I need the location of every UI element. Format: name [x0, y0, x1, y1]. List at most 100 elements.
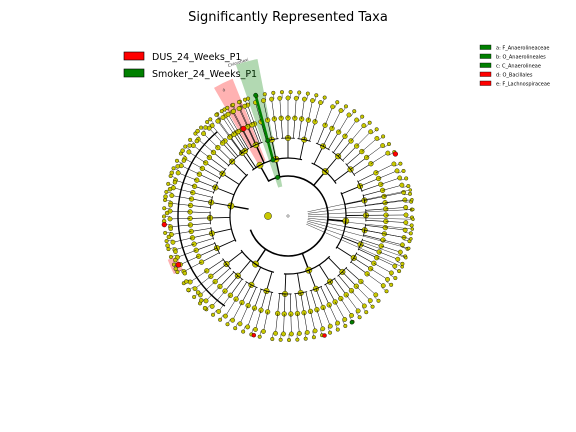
branch-genus-6: [255, 102, 262, 122]
branch-genus-84: [184, 158, 203, 169]
branch-family-32: [365, 220, 386, 222]
node-species-47: [343, 323, 348, 328]
branch-family-5: [254, 123, 262, 143]
spoke-east-8: [306, 223, 403, 268]
node-species-82: [171, 166, 176, 171]
branch-genus-69: [183, 261, 202, 272]
branch-family-39: [356, 253, 374, 264]
node-species-54: [287, 337, 292, 342]
node-genus-38: [392, 263, 398, 269]
branch-family-70: [198, 247, 218, 257]
legend-swatch-dus: [123, 51, 145, 61]
branch-genus-74: [171, 231, 192, 235]
node-species-26: [404, 176, 409, 181]
node-species-51: [311, 335, 316, 340]
node-fan-west-1: [199, 298, 204, 303]
node-phylum-center: [264, 212, 272, 220]
node-spoke-east-0: [408, 188, 412, 192]
node-genus-54: [289, 331, 294, 337]
node-red-sw: [251, 332, 257, 338]
branch-family-11: [293, 118, 296, 139]
branch-order-chloroflexi-2: [271, 139, 277, 160]
branch-family-72: [194, 238, 214, 245]
branch-genus-40: [370, 268, 388, 280]
node-family-92: [235, 128, 241, 135]
node-species-95: [242, 97, 247, 102]
node-genus-91: [220, 115, 226, 121]
node-family-60: [245, 302, 251, 309]
spoke-east-7: [306, 222, 406, 258]
spoke-east-2: [307, 209, 413, 216]
branch-order-clade-nw-1: [255, 144, 265, 164]
branch-genus-71: [177, 250, 197, 258]
branch-genus-20: [356, 131, 371, 147]
branch-family-52: [300, 292, 305, 313]
branch-family-74: [191, 227, 212, 232]
node-family-62: [233, 296, 239, 302]
branch-family-80: [192, 192, 213, 198]
node-genus-41: [380, 283, 386, 289]
key-swatch-a: [479, 44, 492, 50]
branch-genus-9: [279, 98, 282, 119]
branch-genus-23: [370, 152, 388, 164]
branch-genus-12: [301, 99, 305, 119]
branch-genus-11: [294, 98, 297, 119]
branch-family-87: [213, 152, 229, 166]
node-species-48: [335, 327, 340, 332]
branch-family-60: [247, 287, 257, 306]
branch-family-53: [295, 293, 298, 314]
class-arc-clade-nw: [255, 162, 265, 169]
branch-genus-85: [188, 151, 206, 164]
branch-genus-45: [346, 294, 359, 312]
node-fan-west-21: [180, 148, 185, 153]
branch-family-86: [209, 157, 226, 170]
branch-family-26: [361, 184, 381, 192]
branch-genus-13: [308, 100, 313, 121]
key-swatch-d: [479, 71, 492, 77]
node-species-53: [295, 337, 300, 342]
branch-order-clade-ne-0: [313, 146, 324, 165]
node-family-90: [227, 134, 233, 140]
branch-family-16: [322, 128, 333, 147]
branch-genus-63: [218, 295, 231, 312]
branch-family-24: [357, 172, 377, 182]
branch-order-clade-se-2: [308, 269, 317, 289]
branch-family-94: [247, 126, 256, 146]
branch-genus-32: [385, 221, 406, 223]
node-family-68: [204, 268, 210, 274]
node-species-56: [270, 337, 275, 342]
branch-family-89: [222, 142, 237, 159]
branch-genus-42: [360, 281, 376, 296]
branch-genus-19: [350, 125, 365, 142]
branch-family-81: [194, 186, 214, 193]
branch-genus-83: [181, 165, 200, 175]
node-b-anaerolineales: [270, 157, 276, 163]
node-genus-52: [304, 330, 310, 335]
node-genus-29: [402, 197, 408, 203]
branch-order-clade-ne-2: [334, 169, 351, 182]
branch-genus-50: [316, 309, 324, 329]
branch-family-78: [190, 205, 211, 208]
node-fan-west-20: [181, 158, 187, 163]
branch-family-37: [360, 244, 380, 253]
branch-genus-3: [232, 111, 243, 130]
branch-family-23: [353, 163, 372, 175]
node-family-27: [379, 187, 386, 193]
node-fan-west-14: [168, 203, 173, 208]
node-genus-94: [236, 106, 242, 112]
branch-genus-1: [218, 120, 231, 137]
branch-order-clade-ne-1: [324, 155, 339, 172]
branch-genus-61: [232, 302, 243, 321]
branch-order-clade-w-4: [215, 187, 235, 196]
branch-order-clade-se-0: [328, 257, 343, 273]
outer-fan-arc-west: [177, 131, 226, 307]
branch-family-65: [219, 271, 235, 287]
branch-genus-18: [344, 119, 357, 137]
node-fan-west-19: [175, 164, 180, 169]
branch-genus-59: [247, 308, 255, 327]
node-genus-11: [293, 95, 299, 101]
branch-genus-54: [290, 313, 292, 334]
node-species-83: [174, 158, 179, 163]
node-genus-14: [318, 100, 323, 105]
